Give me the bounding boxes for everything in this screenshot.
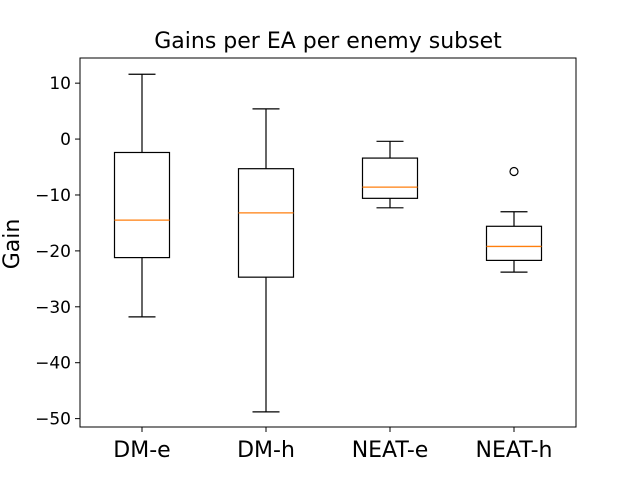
- x-tick-label: NEAT-e: [352, 438, 429, 463]
- y-axis-label: Gain: [0, 219, 25, 270]
- x-tick-label: DM-h: [237, 438, 295, 463]
- y-tick-label: 0: [60, 130, 71, 150]
- y-tick-label: 10: [49, 74, 71, 94]
- box-neat-h: [485, 225, 543, 261]
- y-tick-label: −40: [35, 354, 71, 374]
- plot-area: 10 0 −10 −20 −30 −40 −50 DM-e DM-h NEAT-e NEAT-h: [35, 73, 553, 463]
- x-tick-label: NEAT-h: [476, 438, 553, 463]
- x-tick-label: DM-e: [113, 438, 170, 463]
- y-tick-label: −30: [35, 298, 71, 318]
- y-tick-label: −20: [35, 242, 71, 262]
- box-dm-h: [237, 168, 295, 278]
- chart-title: Gains per EA per enemy subset: [154, 29, 502, 54]
- box-dm-e: [113, 151, 171, 259]
- y-tick-label: −10: [35, 186, 71, 206]
- box-neat-e: [361, 157, 419, 199]
- axes-frame: [79, 57, 577, 428]
- y-tick-label: −50: [35, 410, 71, 430]
- outlier-point: [509, 166, 519, 177]
